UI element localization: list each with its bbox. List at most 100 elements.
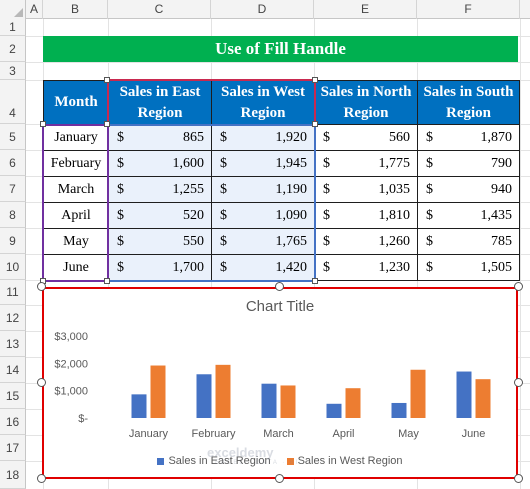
range-handle[interactable]	[312, 121, 318, 127]
sales-cell-east[interactable]: $865	[108, 124, 212, 151]
column-header-f[interactable]: F	[417, 0, 520, 19]
sales-cell-north[interactable]: $1,035	[314, 176, 418, 203]
sales-cell-east[interactable]: $1,255	[108, 176, 212, 203]
chart-resize-handle[interactable]	[514, 378, 523, 387]
bar-east-region[interactable]	[456, 371, 472, 418]
column-header-b[interactable]: B	[43, 0, 108, 19]
row-header[interactable]: 8	[0, 202, 26, 228]
column-header-c[interactable]: C	[108, 0, 211, 19]
sales-value: 1,775	[378, 155, 411, 171]
month-cell[interactable]: June	[43, 254, 109, 281]
sales-cell-west[interactable]: $1,920	[211, 124, 315, 151]
bar-west-region[interactable]	[150, 365, 166, 418]
sales-cell-north[interactable]: $1,810	[314, 202, 418, 229]
header-cell-east[interactable]: Sales in East Region	[108, 80, 212, 125]
sales-value: 940	[491, 181, 512, 197]
bar-east-region[interactable]	[196, 374, 212, 418]
column-header-e[interactable]: E	[314, 0, 417, 19]
row-header[interactable]: 6	[0, 150, 26, 176]
row-header[interactable]: 3	[0, 62, 26, 80]
fill-handle[interactable]	[312, 278, 318, 284]
month-cell[interactable]: April	[43, 202, 109, 229]
column-header-a[interactable]: A	[26, 0, 43, 19]
row-header[interactable]: 14	[0, 357, 26, 383]
chart-title[interactable]: Chart Title	[245, 298, 315, 315]
row-header[interactable]: 11	[0, 280, 26, 305]
chart-resize-handle[interactable]	[37, 474, 46, 483]
chart-resize-handle[interactable]	[514, 282, 523, 291]
column-header-d[interactable]: D	[211, 0, 314, 19]
sales-cell-west[interactable]: $1,945	[211, 150, 315, 177]
header-cell-month[interactable]: Month	[43, 80, 109, 125]
sales-cell-south[interactable]: $785	[417, 228, 520, 255]
sales-cell-south[interactable]: $1,435	[417, 202, 520, 229]
row-header[interactable]: 10	[0, 254, 26, 280]
select-all-button[interactable]	[0, 0, 26, 19]
sales-cell-north[interactable]: $1,775	[314, 150, 418, 177]
sales-cell-north[interactable]: $1,230	[314, 254, 418, 281]
sales-value: 1,260	[378, 233, 411, 249]
sales-cell-west[interactable]: $1,090	[211, 202, 315, 229]
sales-cell-north[interactable]: $560	[314, 124, 418, 151]
chart-resize-handle[interactable]	[275, 474, 284, 483]
x-category-label: January	[129, 428, 169, 440]
sales-cell-west[interactable]: $1,765	[211, 228, 315, 255]
sales-cell-east[interactable]: $520	[108, 202, 212, 229]
sales-cell-south[interactable]: $1,505	[417, 254, 520, 281]
range-handle[interactable]	[312, 77, 318, 83]
month-cell[interactable]: March	[43, 176, 109, 203]
row-header[interactable]: 7	[0, 176, 26, 202]
sales-cell-south[interactable]: $1,870	[417, 124, 520, 151]
range-handle[interactable]	[104, 278, 110, 284]
sales-cell-east[interactable]: $550	[108, 228, 212, 255]
row-header[interactable]: 1	[0, 19, 26, 36]
row-header[interactable]: 5	[0, 124, 26, 150]
chart-resize-handle[interactable]	[514, 474, 523, 483]
bar-east-region[interactable]	[261, 383, 277, 418]
bar-east-region[interactable]	[131, 394, 147, 418]
bar-west-region[interactable]	[215, 364, 231, 418]
bar-west-region[interactable]	[280, 385, 296, 418]
header-cell-west[interactable]: Sales in West Region	[211, 80, 315, 125]
row-header[interactable]: 17	[0, 435, 26, 461]
legend-entry-east[interactable]: Sales in East Region	[157, 455, 271, 467]
row-header[interactable]: 9	[0, 228, 26, 254]
sales-cell-north[interactable]: $1,260	[314, 228, 418, 255]
row-header[interactable]: 4	[0, 80, 26, 124]
chart-resize-handle[interactable]	[37, 282, 46, 291]
chart-resize-handle[interactable]	[37, 378, 46, 387]
row-header[interactable]: 15	[0, 383, 26, 409]
row-header[interactable]: 13	[0, 331, 26, 357]
range-handle[interactable]	[104, 77, 110, 83]
bar-west-region[interactable]	[410, 369, 426, 418]
month-cell[interactable]: January	[43, 124, 109, 151]
sales-cell-west[interactable]: $1,190	[211, 176, 315, 203]
range-handle[interactable]	[104, 121, 110, 127]
sales-cell-south[interactable]: $790	[417, 150, 520, 177]
chart-legend[interactable]: Sales in East Region Sales in West Regio…	[44, 455, 516, 467]
bar-west-region[interactable]	[475, 379, 491, 418]
chart-plot-area[interactable]: $- $1,000 $2,000 $3,000 January February March…	[44, 289, 516, 477]
legend-entry-west[interactable]: Sales in West Region	[286, 455, 403, 467]
month-cell[interactable]: February	[43, 150, 109, 177]
sales-cell-south[interactable]: $940	[417, 176, 520, 203]
sales-cell-west[interactable]: $1,420	[211, 254, 315, 281]
currency-symbol: $	[220, 207, 227, 223]
header-cell-south[interactable]: Sales in South Region	[417, 80, 520, 125]
header-cell-north[interactable]: Sales in North Region	[314, 80, 418, 125]
bar-east-region[interactable]	[326, 403, 342, 418]
row-header[interactable]: 2	[0, 36, 26, 62]
chart-resize-handle[interactable]	[275, 282, 284, 291]
sheet-title-banner[interactable]: Use of Fill Handle	[43, 36, 518, 62]
bar-east-region[interactable]	[391, 402, 407, 418]
sales-value: 550	[183, 233, 204, 249]
currency-symbol: $	[426, 207, 433, 223]
sales-cell-east[interactable]: $1,600	[108, 150, 212, 177]
sales-cell-east[interactable]: $1,700	[108, 254, 212, 281]
bar-west-region[interactable]	[345, 388, 361, 418]
row-header[interactable]: 16	[0, 409, 26, 435]
row-header[interactable]: 12	[0, 305, 26, 331]
row-header[interactable]: 18	[0, 461, 26, 489]
month-cell[interactable]: May	[43, 228, 109, 255]
range-handle[interactable]	[40, 121, 46, 127]
